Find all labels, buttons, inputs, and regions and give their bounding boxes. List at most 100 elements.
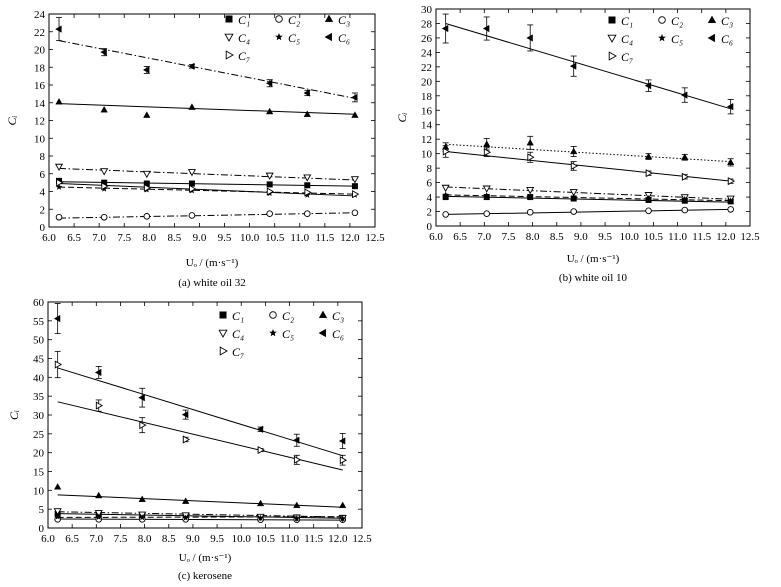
y-tick-label: 15 [33,467,45,479]
legend-label: C₄ [232,327,244,341]
y-tick-label: 12 [34,116,45,128]
series-7 [56,178,360,199]
legend-label: C₆ [338,31,350,45]
legend-label: C₅ [671,32,683,46]
legend-marker [318,328,326,338]
data-point [570,193,577,200]
data-point [95,513,102,520]
data-point [351,183,358,190]
series-5 [54,513,346,522]
data-point [681,172,690,181]
data-point [266,107,274,115]
y-tick-label: 55 [33,316,45,328]
legend-label: C₂ [282,309,294,323]
x-tick-label: 9.0 [186,533,200,545]
y-tick-label: 2 [427,207,433,219]
data-point [266,187,275,196]
y-tick-label: 18 [421,91,433,103]
y-tick-label: 26 [421,33,433,45]
y-tick-label: 10 [421,149,433,161]
data-point [644,82,652,90]
y-tick-label: 28 [421,18,433,30]
data-point [143,111,151,118]
y-tick-label: 20 [421,76,433,88]
data-point [681,195,689,203]
y-tick-label: 18 [34,62,46,74]
y-tick-label: 30 [33,410,45,422]
data-point [143,183,152,193]
x-tick-label: 12.0 [328,533,348,545]
panel-c-chart: 6.0 6.5 7.0 7.5 8.0 8.5 9.0 9.5 10.0 10.5 11.0 11.5… [7,297,372,582]
data-point [54,360,63,369]
legend-marker [324,32,332,42]
data-point [644,152,653,160]
data-point [526,186,535,195]
y-tick-label: 50 [33,335,45,347]
y-tick-label: 6 [427,178,433,190]
data-point [570,161,579,171]
data-point [442,194,449,201]
x-tick-label: 9.0 [193,232,207,244]
data-point [483,148,492,157]
x-tick-label: 6.0 [429,231,443,243]
legend-label: C₂ [288,13,300,27]
data-point [526,138,534,146]
data-point [142,66,150,74]
data-point [100,105,108,113]
fit-line [58,40,356,99]
legend-label: C₆ [332,327,344,341]
x-tick-label: 11.5 [315,232,334,244]
legend-marker [218,329,228,338]
y-tick-label: 2 [40,204,46,216]
data-point [293,515,301,522]
legend-label: C₁ [232,309,244,323]
legend-marker [269,311,277,319]
data-point [187,169,197,177]
x-tick-label: 11.5 [692,231,711,243]
y-tick-label: 8 [40,151,46,163]
data-point [266,210,273,217]
data-point [727,177,736,186]
data-point [339,456,348,465]
x-tick-label: 8.5 [168,232,182,244]
x-tick-label: 10.0 [232,533,252,545]
x-tick-label: 9.5 [598,231,612,243]
panel-caption: (c) kerosene [178,570,232,582]
panel-caption: (b) white oil 10 [559,272,628,284]
x-tick-label: 7.0 [477,231,491,243]
data-point [265,172,274,180]
data-point [526,192,534,200]
data-point [54,163,64,172]
data-point [293,501,301,508]
data-point [182,497,190,504]
data-point [55,213,63,221]
y-tick-label: 16 [421,105,433,117]
x-tick-label: 10.5 [256,533,276,545]
legend-label: C₂ [671,14,683,28]
panel-b-chart: 6.0 6.5 7.0 7.5 8.0 8.5 9.0 9.5 10.0 10.5 11.0 11.5… [395,4,760,284]
data-point [257,445,265,455]
data-point [442,211,449,218]
legend-label: C₆ [721,32,733,46]
y-tick-label: 30 [421,4,433,16]
y-tick-label: 5 [39,504,45,516]
legend-marker [608,16,616,24]
y-axis-label: Cᵢ [395,112,409,122]
fit-line [57,516,343,518]
series-3 [54,483,347,508]
data-point [182,514,189,521]
x-tick-label: 8.0 [138,533,152,545]
data-point [303,89,310,97]
data-point [181,410,189,419]
x-tick-label: 6.0 [41,533,55,545]
panel-caption: (a) white oil 32 [178,277,246,289]
data-point [645,169,653,178]
legend-marker [224,33,234,42]
legend-marker [658,33,666,42]
y-tick-label: 25 [33,429,45,441]
legend-label: C₇ [621,50,633,64]
x-tick-label: 12.5 [740,231,760,243]
x-tick-label: 6.0 [42,232,56,244]
data-point [442,147,451,156]
y-tick-label: 0 [427,221,433,233]
